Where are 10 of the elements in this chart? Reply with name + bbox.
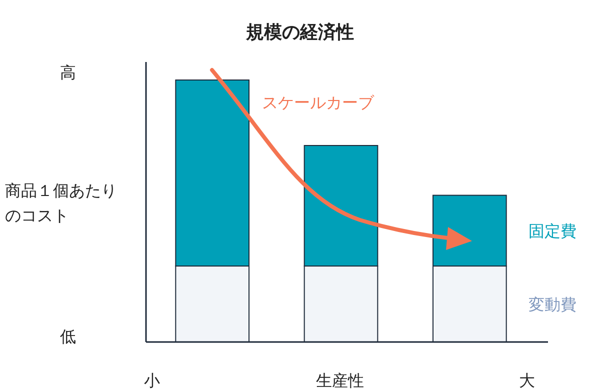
x-axis-title: 生産性 (316, 371, 364, 390)
series-label: 固定費 (528, 222, 576, 241)
text: 低 (60, 327, 76, 346)
text: 大 (519, 371, 535, 390)
y-axis-title: 商品１個あたりのコスト (5, 180, 118, 227)
annotation: スケールカーブ (262, 93, 375, 112)
chart-title: 規模の経済性 (245, 22, 354, 43)
text: 小 (144, 371, 160, 390)
series-label: 変動費 (528, 295, 576, 314)
text: 高 (60, 63, 76, 82)
